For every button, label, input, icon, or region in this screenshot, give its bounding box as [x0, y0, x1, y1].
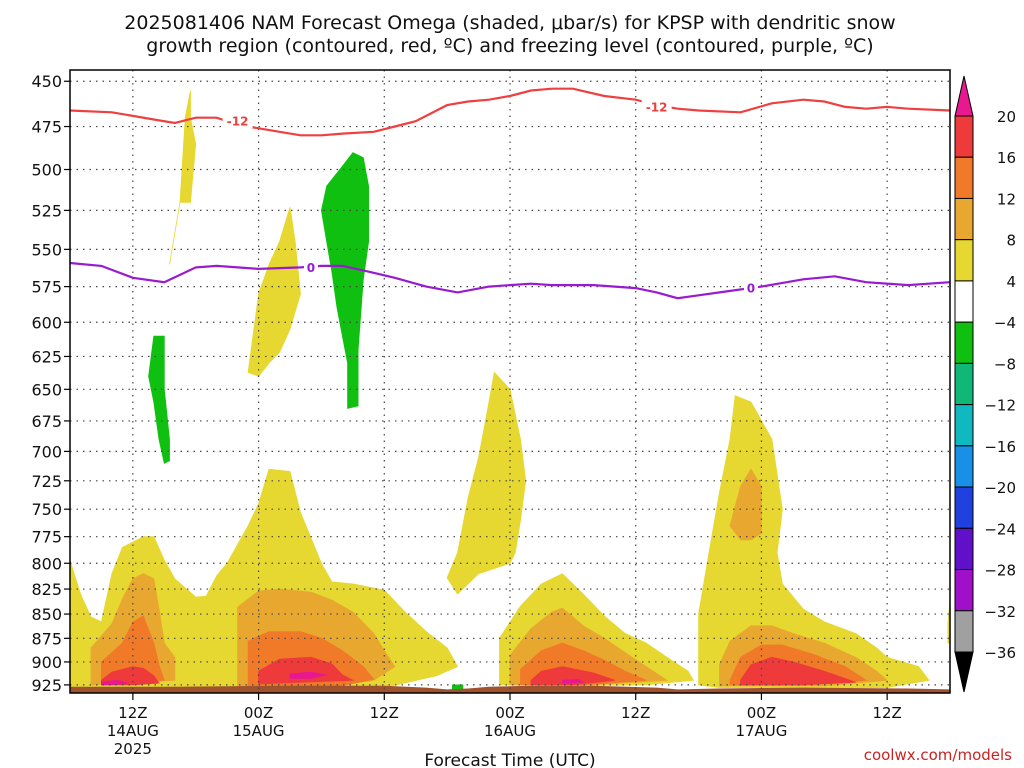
colorbar-band-0 [954, 115, 974, 158]
colorbar-band-12 [954, 610, 974, 653]
colorbar-label-10: −24 [984, 520, 1016, 538]
y-tick-label-525: 525 [31, 201, 62, 220]
y-tick-label-575: 575 [31, 278, 62, 297]
omega-region-9 [446, 371, 527, 595]
credit-link[interactable]: coolwx.com/models [864, 746, 1012, 764]
x-tick-date-18: 15AUG [233, 722, 285, 740]
omega-shading [70, 90, 950, 690]
y-tick-label-900: 900 [31, 653, 62, 672]
omega-region-17 [729, 468, 762, 541]
colorbar-band-3 [954, 239, 974, 282]
contour-lines: -12 -12 0 0 [70, 87, 950, 300]
colorbar-label-12: −32 [984, 603, 1016, 621]
omega-region-14 [562, 678, 585, 684]
x-tick-label-42: 00Z [495, 704, 524, 722]
terrain-band [70, 685, 950, 693]
x-tick-year-6: 2025 [114, 740, 152, 758]
colorbar-label-11: −28 [984, 562, 1016, 580]
y-tick-label-800: 800 [31, 554, 62, 573]
chart-title-line2: growth region (contoured, red, ºC) and f… [146, 35, 873, 57]
y-tick-label-625: 625 [31, 347, 62, 366]
y-tick-label-700: 700 [31, 442, 62, 461]
omega-region-22 [205, 601, 223, 615]
y-tick-label-825: 825 [31, 580, 62, 599]
y-tick-label-550: 550 [31, 240, 62, 259]
y-tick-label-500: 500 [31, 161, 62, 180]
y-tick-label-850: 850 [31, 605, 62, 624]
y-tick-label-725: 725 [31, 472, 62, 491]
omega-region-25 [320, 152, 370, 409]
omega-region-26 [451, 684, 464, 690]
x-tick-label-6: 12Z [118, 704, 147, 722]
x-tick-label-18: 00Z [244, 704, 273, 722]
omega-region-13 [530, 666, 615, 686]
colorbar-bottom-arrow [954, 651, 974, 693]
colorbar-band-4 [954, 280, 974, 323]
colorbar-band-9 [954, 486, 974, 529]
contour-label-2: 0 [307, 261, 315, 275]
y-tick-label-775: 775 [31, 528, 62, 547]
colorbar-label-8: −16 [984, 438, 1016, 456]
colorbar-band-1 [954, 156, 974, 199]
y-tick-label-650: 650 [31, 380, 62, 399]
colorbar-top-arrow [954, 75, 974, 117]
colorbar-label-13: −36 [984, 644, 1016, 662]
x-tick-label-30: 12Z [370, 704, 399, 722]
y-tick-label-675: 675 [31, 412, 62, 431]
y-axis: 450 475 500 525 550 575 600 625 650 675 700 725 750 7… [31, 72, 70, 695]
colorbar-band-10 [954, 527, 974, 571]
contour-dgz-minus12 [70, 87, 950, 137]
omega-region-15 [698, 395, 930, 688]
x-tick-date-6: 14AUG [107, 722, 159, 740]
colorbar-label-0: 20 [997, 108, 1016, 126]
contour-label-0: -12 [227, 115, 249, 129]
colorbar-band-2 [954, 197, 974, 241]
contour-freezing-0 [70, 261, 950, 300]
colorbar-label-9: −20 [984, 479, 1016, 497]
omega-region-24 [148, 335, 170, 464]
colorbar-label-4: 4 [1006, 273, 1016, 291]
colorbar-band-8 [954, 445, 974, 488]
colorbar-band-11 [954, 569, 974, 612]
omega-region-21 [247, 207, 301, 377]
y-tick-label-875: 875 [31, 629, 62, 648]
colorbar-band-7 [954, 404, 974, 447]
contour-label-3: 0 [747, 282, 755, 296]
contour-label-bg-2 [303, 260, 318, 275]
colorbar-label-2: 12 [997, 190, 1016, 208]
colorbar: 20 16 12 8 4 −4 −8 −12 −16 −20 −24 −28 −32 −36 [954, 75, 1016, 693]
plot-area: -12 -12 0 0 [69, 69, 951, 694]
contour-label-1: -12 [646, 100, 668, 114]
y-tick-label-450: 450 [31, 72, 62, 91]
colorbar-band-6 [954, 362, 974, 406]
colorbar-label-6: −8 [994, 355, 1016, 373]
colorbar-label-1: 16 [997, 149, 1016, 167]
contour-label-bg-3 [743, 281, 758, 296]
x-tick-date-66: 17AUG [735, 722, 787, 740]
contour-label-bg-1 [641, 99, 672, 114]
x-tick-label-66: 00Z [747, 704, 776, 722]
x-tick-label-78: 12Z [872, 704, 901, 722]
y-tick-label-925: 925 [31, 676, 62, 695]
omega-region-20 [169, 90, 197, 265]
terrain-fill [70, 685, 950, 693]
y-tick-label-475: 475 [31, 118, 62, 137]
colorbar-label-3: 8 [1006, 232, 1016, 250]
y-tick-label-600: 600 [31, 313, 62, 332]
y-tick-label-750: 750 [31, 500, 62, 519]
colorbar-label-5: −4 [994, 314, 1016, 332]
contour-label-bg-0 [222, 114, 253, 129]
x-axis-label: Forecast Time (UTC) [424, 751, 595, 768]
omega-region-8 [101, 679, 128, 686]
colorbar-band-5 [954, 321, 974, 364]
omega-region-7 [289, 671, 327, 679]
x-tick-date-42: 16AUG [484, 722, 536, 740]
x-tick-label-54: 12Z [621, 704, 650, 722]
chart-title-line1: 2025081406 NAM Forecast Omega (shaded, μ… [124, 12, 895, 34]
omega-region-6 [258, 656, 355, 685]
colorbar-label-7: −12 [984, 397, 1016, 415]
omega-region-19 [740, 656, 856, 686]
